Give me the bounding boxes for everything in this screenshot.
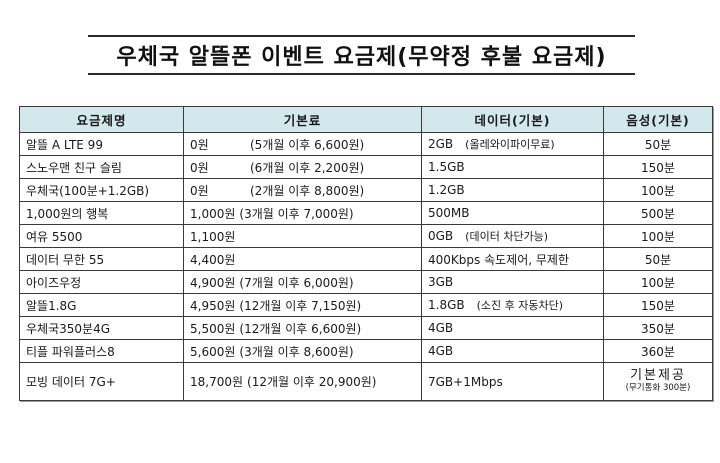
plan-name: 우체국350분4G: [19, 316, 184, 340]
table-row: 여유 5500 1,100원 0GB (데이터 차단가능) 100분: [19, 224, 713, 248]
fee-amount: 0원: [190, 137, 209, 152]
data-allowance: 500MB: [421, 201, 604, 225]
voice-allowance: 100분: [603, 270, 713, 294]
data-amount: 4GB: [428, 321, 454, 335]
voice-allowance: 50분: [603, 132, 713, 156]
data-amount: 4GB: [428, 344, 454, 358]
voice-allowance: 150분: [603, 293, 713, 317]
plan-name: 데이터 무한 55: [19, 247, 184, 271]
base-fee: 0원 (2개월 이후 8,800원): [183, 178, 422, 202]
fee-amount: 0원: [190, 183, 209, 198]
data-allowance: 1.8GB (소진 후 자동차단): [421, 293, 604, 317]
title-banner: 우체국 알뜰폰 이벤트 요금제(무약정 후불 요금제): [88, 35, 635, 75]
voice-note: (무기통화 300분): [625, 383, 691, 393]
fee-amount: 4,900원: [190, 275, 236, 290]
table-row: 스노우맨 친구 슬림 0원 (6개월 이후 2,200원) 1.5GB 150분: [19, 155, 713, 179]
data-allowance: 4GB: [421, 339, 604, 363]
plan-name: 모빙 데이터 7G+: [19, 362, 184, 401]
base-fee: 5,600원 (3개월 이후 8,600원): [183, 339, 422, 363]
header-voice: 음성(기본): [603, 106, 713, 133]
data-amount: 1.5GB: [428, 160, 465, 174]
data-amount: 1.8GB: [428, 298, 465, 312]
fee-amount: 4,950원: [190, 298, 236, 313]
plan-name: 아이즈우정: [19, 270, 184, 294]
voice-allowance: 350분: [603, 316, 713, 340]
voice-allowance: 100분: [603, 224, 713, 248]
data-amount: 3GB: [428, 275, 454, 289]
plan-name: 티플 파워플러스8: [19, 339, 184, 363]
fee-after-promo: (12개월 이후 6,600원): [239, 321, 362, 336]
data-allowance: 4GB: [421, 316, 604, 340]
plan-name: 우체국(100분+1.2GB): [19, 178, 184, 202]
fee-amount: 5,600원: [190, 344, 236, 359]
data-allowance: 1.2GB: [421, 178, 604, 202]
fee-after-promo: (12개월 이후 20,900원): [247, 375, 377, 389]
page-title: 우체국 알뜰폰 이벤트 요금제(무약정 후불 요금제): [116, 45, 607, 70]
header-plan-name: 요금제명: [19, 106, 184, 133]
voice-allowance: 150분: [603, 155, 713, 179]
plan-name: 여유 5500: [19, 224, 184, 248]
data-amount: 0GB: [428, 229, 454, 243]
fee-after-promo: (5개월 이후 6,600원): [250, 137, 365, 152]
data-note: (올레와이파이무료): [465, 138, 555, 151]
data-allowance: 2GB (올레와이파이무료): [421, 132, 604, 156]
fee-after-promo: (2개월 이후 8,800원): [250, 183, 365, 198]
base-fee: 4,950원 (12개월 이후 7,150원): [183, 293, 422, 317]
fee-amount: 5,500원: [190, 321, 236, 336]
plan-name: 1,000원의 행복: [19, 201, 184, 225]
data-amount: 500MB: [428, 206, 470, 220]
base-fee: 5,500원 (12개월 이후 6,600원): [183, 316, 422, 340]
fee-amount: 4,400원: [190, 252, 236, 267]
base-fee: 1,000원 (3개월 이후 7,000원): [183, 201, 422, 225]
base-fee: 18,700원 (12개월 이후 20,900원): [183, 362, 422, 401]
table-row: 1,000원의 행복 1,000원 (3개월 이후 7,000원) 500MB 5…: [19, 201, 713, 225]
data-allowance: 7GB+1Mbps: [421, 362, 604, 401]
fee-amount: 0원: [190, 160, 209, 175]
voice-allowance: 100분: [603, 178, 713, 202]
base-fee: 0원 (5개월 이후 6,600원): [183, 132, 422, 156]
base-fee: 0원 (6개월 이후 2,200원): [183, 155, 422, 179]
plan-table: 요금제명 기본료 데이터(기본) 음성(기본) 알뜰 A LTE 99 0원 (5…: [19, 106, 713, 401]
data-amount: 1.2GB: [428, 183, 465, 197]
table-row: 우체국(100분+1.2GB) 0원 (2개월 이후 8,800원) 1.2GB …: [19, 178, 713, 202]
table-row: 우체국350분4G 5,500원 (12개월 이후 6,600원) 4GB 350…: [19, 316, 713, 340]
table-header-row: 요금제명 기본료 데이터(기본) 음성(기본): [19, 106, 713, 133]
fee-after-promo: (3개월 이후 8,600원): [239, 344, 354, 359]
data-note: (데이터 차단가능): [465, 230, 549, 243]
fee-amount: 1,100원: [190, 229, 236, 244]
voice-allowance: 360분: [603, 339, 713, 363]
table-row: 알뜰1.8G 4,950원 (12개월 이후 7,150원) 1.8GB (소진 후…: [19, 293, 713, 317]
data-amount: 7GB+1Mbps: [428, 374, 503, 389]
header-base-fee: 기본료: [183, 106, 422, 133]
data-allowance: 0GB (데이터 차단가능): [421, 224, 604, 248]
fee-after-promo: (3개월 이후 7,000원): [239, 206, 354, 221]
data-note: (소진 후 자동차단): [476, 299, 564, 312]
table-row: 데이터 무한 55 4,400원 400Kbps 속도제어, 무제한 50분: [19, 247, 713, 271]
plan-name: 스노우맨 친구 슬림: [19, 155, 184, 179]
fee-amount: 18,700원: [190, 375, 244, 389]
table-row: 알뜰 A LTE 99 0원 (5개월 이후 6,600원) 2GB (올레와이파이…: [19, 132, 713, 156]
base-fee: 1,100원: [183, 224, 422, 248]
fee-after-promo: (7개월 이후 6,000원): [239, 275, 354, 290]
table-row: 티플 파워플러스8 5,600원 (3개월 이후 8,600원) 4GB 360분: [19, 339, 713, 363]
voice-main: 기본제공: [630, 368, 686, 383]
fee-after-promo: (6개월 이후 2,200원): [250, 160, 365, 175]
data-allowance: 3GB: [421, 270, 604, 294]
data-amount: 400Kbps 속도제어, 무제한: [428, 252, 569, 267]
data-allowance: 400Kbps 속도제어, 무제한: [421, 247, 604, 271]
table-row: 아이즈우정 4,900원 (7개월 이후 6,000원) 3GB 100분: [19, 270, 713, 294]
voice-allowance: 500분: [603, 201, 713, 225]
plan-name: 알뜰1.8G: [19, 293, 184, 317]
table-row: 모빙 데이터 7G+ 18,700원 (12개월 이후 20,900원) 7GB+…: [19, 362, 713, 401]
header-data: 데이터(기본): [421, 106, 604, 133]
voice-allowance: 기본제공 (무기통화 300분): [603, 362, 713, 401]
base-fee: 4,400원: [183, 247, 422, 271]
fee-after-promo: (12개월 이후 7,150원): [239, 298, 362, 313]
data-allowance: 1.5GB: [421, 155, 604, 179]
plan-name: 알뜰 A LTE 99: [19, 132, 184, 156]
voice-allowance: 50분: [603, 247, 713, 271]
fee-amount: 1,000원: [190, 206, 236, 221]
data-amount: 2GB: [428, 137, 454, 151]
base-fee: 4,900원 (7개월 이후 6,000원): [183, 270, 422, 294]
